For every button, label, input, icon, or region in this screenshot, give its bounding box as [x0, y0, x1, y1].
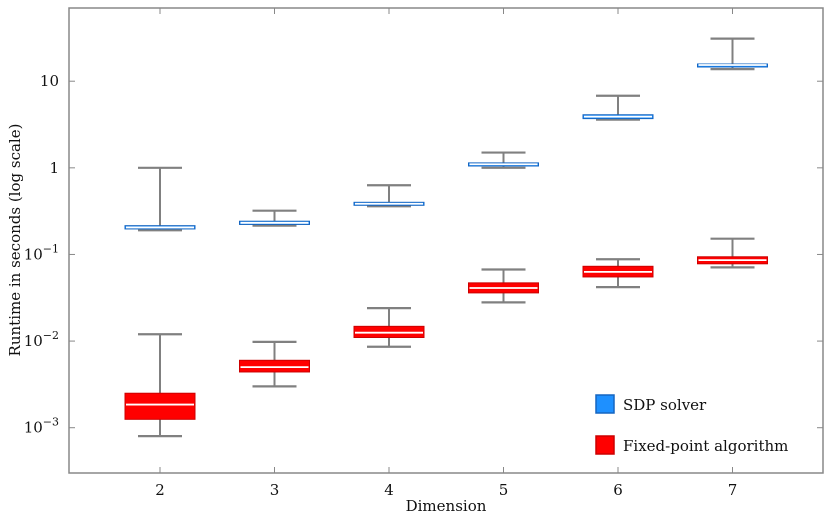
- legend-label-sdp-solver: SDP solver: [623, 396, 707, 414]
- fixed-point-box-iqr: [124, 392, 196, 420]
- fixed-point-box-6: [582, 258, 654, 289]
- legend-swatch-sdp-solver: [595, 394, 615, 414]
- x-tick-label: 7: [728, 481, 738, 499]
- y-tick-label-base: 10: [24, 419, 43, 437]
- x-axis-label: Dimension: [406, 497, 487, 515]
- fixed-point-box-3: [239, 340, 310, 388]
- y-tick-label-exponent: −1: [43, 242, 59, 255]
- y-tick-label-base: 10: [24, 245, 43, 263]
- legend-label-fixed-point-algorithm: Fixed-point algorithm: [623, 437, 788, 455]
- x-tick-label: 2: [155, 481, 165, 499]
- sdp-box-7: [697, 37, 768, 71]
- y-tick-label: 10−1: [24, 242, 59, 263]
- fixed-point-box-iqr: [239, 359, 310, 373]
- sdp-box-3: [239, 209, 310, 227]
- x-tick-label: 4: [384, 481, 394, 499]
- fixed-point-box-2: [124, 333, 196, 438]
- legend-swatch-fixed-point-algorithm: [595, 435, 615, 455]
- box-series-group: [124, 37, 768, 438]
- x-tick-label: 3: [270, 481, 280, 499]
- fixed-point-box-4: [353, 307, 425, 348]
- legend: SDP solver Fixed-point algorithm: [595, 394, 788, 455]
- sdp-box-6: [582, 94, 654, 121]
- x-axis: 2 3 4 5 6 7: [155, 8, 737, 499]
- y-tick-label-exponent: −3: [43, 416, 59, 429]
- y-tick-label: 1: [49, 159, 59, 177]
- y-tick-label: 10−3: [24, 416, 59, 437]
- y-axis-label: Runtime in seconds (log scale): [6, 124, 24, 357]
- sdp-box-5: [468, 151, 539, 169]
- fixed-point-box-5: [468, 268, 539, 304]
- y-tick-label: 10: [40, 72, 59, 90]
- y-tick-label: 10−2: [24, 329, 59, 350]
- y-tick-label-base: 10: [24, 332, 43, 350]
- sdp-box-2: [124, 166, 196, 232]
- fixed-point-box-7: [697, 237, 768, 269]
- x-tick-label: 6: [613, 481, 623, 499]
- x-tick-label: 5: [499, 481, 509, 499]
- sdp-box-4: [353, 184, 425, 208]
- y-tick-label-exponent: −2: [43, 329, 59, 342]
